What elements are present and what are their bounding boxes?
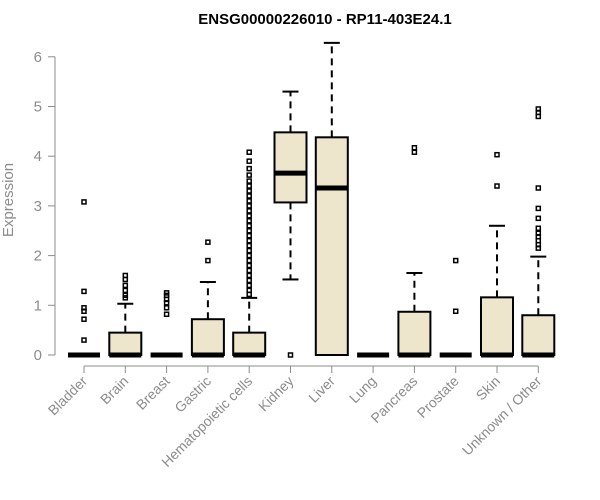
outlier-point	[246, 213, 252, 219]
outlier-point	[81, 308, 87, 315]
y-axis: 0 1 2 3 4 5 6	[34, 49, 56, 364]
box-liver	[314, 41, 349, 356]
outlier-point	[246, 223, 252, 229]
outlier-point	[246, 257, 252, 264]
x-tick-label: Lung	[346, 373, 379, 406]
box-breast	[150, 290, 183, 358]
y-tick-label: 4	[34, 148, 42, 165]
x-tick-label: Breast	[133, 373, 173, 413]
outlier-point	[246, 158, 252, 164]
y-tick-label: 2	[34, 248, 42, 265]
outlier-point	[246, 208, 252, 214]
box-gastric	[190, 239, 225, 358]
outlier-point	[246, 282, 252, 289]
outlier-point	[411, 149, 418, 155]
outlier-point	[122, 276, 129, 283]
outlier-point	[535, 205, 542, 212]
outlier-point	[246, 272, 252, 279]
box-body	[314, 136, 349, 356]
chart-title: ENSG00000226010 - RP11-403E24.1	[198, 11, 452, 28]
outlier-point	[246, 183, 252, 189]
outlier-point	[246, 277, 252, 284]
outlier-point	[81, 288, 87, 295]
box-body	[108, 331, 143, 357]
outlier-point	[163, 300, 170, 306]
y-tick-label: 6	[34, 49, 42, 66]
outlier-point	[246, 262, 252, 269]
outlier-point	[246, 237, 252, 244]
outlier-point	[535, 215, 542, 222]
outlier-point	[246, 232, 252, 239]
outlier-point	[452, 308, 459, 315]
outlier-point	[81, 316, 87, 322]
x-tick-label: Skin	[473, 373, 504, 404]
outlier-point	[411, 145, 418, 151]
x-tick-label: Prostate	[414, 373, 462, 421]
box-brain	[108, 272, 143, 358]
outlier-point	[246, 198, 252, 204]
y-tick-label: 5	[34, 99, 42, 116]
x-tick-label: Kidney	[255, 373, 297, 415]
box-prostate	[439, 257, 472, 358]
outlier-point	[246, 247, 252, 254]
box-kidney	[273, 90, 308, 358]
outlier-point	[452, 257, 459, 264]
outlier-point	[163, 305, 170, 311]
outlier-point	[122, 282, 129, 289]
y-tick-label: 1	[34, 297, 42, 314]
box-hematopoietic-cells	[232, 149, 267, 358]
y-tick-label: 0	[34, 347, 42, 364]
outlier-point	[535, 225, 542, 232]
outlier-point	[535, 113, 542, 120]
x-tick-label: Brain	[97, 373, 131, 407]
outlier-point	[163, 311, 170, 317]
outlier-point	[246, 228, 252, 234]
outlier-point	[246, 178, 252, 184]
outlier-point	[246, 242, 252, 249]
outlier-point	[122, 295, 129, 301]
box-body	[273, 131, 308, 204]
box-pancreas	[397, 145, 432, 358]
outlier-point	[287, 352, 294, 358]
outlier-point	[535, 185, 542, 191]
outlier-point	[205, 257, 211, 264]
outlier-point	[246, 172, 252, 178]
box-bladder	[68, 199, 100, 358]
outlier-point	[246, 149, 252, 155]
outlier-point	[494, 151, 500, 158]
y-tick-label: 3	[34, 198, 42, 215]
box-body	[190, 318, 225, 357]
outlier-point	[246, 193, 252, 199]
box-body	[521, 314, 556, 356]
box-skin	[480, 151, 514, 358]
box-body	[480, 296, 514, 356]
box-unknown-other	[521, 106, 556, 358]
outlier-point	[205, 239, 211, 245]
box-body	[397, 310, 432, 356]
outlier-point	[246, 267, 252, 274]
outlier-point	[81, 199, 87, 205]
outlier-point	[246, 218, 252, 224]
outlier-point	[81, 337, 87, 343]
x-tick-label: Bladder	[45, 373, 91, 419]
x-tick-label: Liver	[305, 373, 338, 406]
box-body	[232, 331, 267, 357]
outlier-point	[246, 203, 252, 209]
y-axis-label: Expression	[0, 163, 17, 237]
outlier-point	[246, 188, 252, 194]
outlier-point	[494, 183, 500, 189]
boxes-group	[68, 41, 556, 358]
outlier-point	[122, 287, 129, 294]
outlier-point	[535, 245, 542, 251]
outlier-point	[246, 252, 252, 259]
outlier-point	[246, 165, 252, 172]
outlier-point	[246, 291, 252, 298]
